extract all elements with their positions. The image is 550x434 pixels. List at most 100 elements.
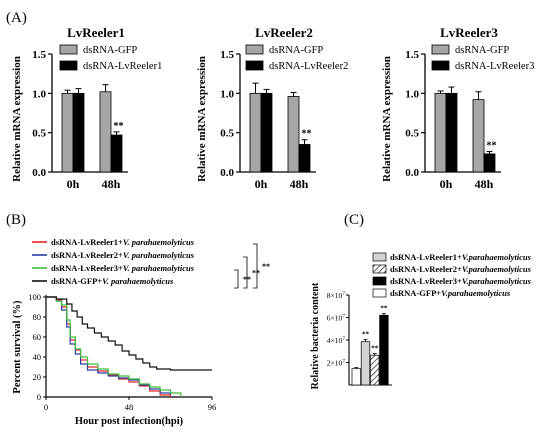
legend-label: dsRNA-GFP — [455, 45, 509, 56]
x-tick-label: 48h — [475, 177, 494, 191]
bar — [298, 144, 311, 173]
y-tick-label: 1.5 — [32, 49, 46, 61]
legend-swatch — [245, 60, 264, 71]
significance-mark: ** — [380, 305, 388, 313]
bar — [360, 341, 371, 386]
survival-line — [46, 296, 182, 397]
chart-title: LvReeler2 — [255, 25, 313, 40]
bar — [249, 92, 262, 173]
y-tick-label: 0.0 — [405, 167, 419, 179]
y-tick-label: 6×107 — [327, 314, 345, 323]
y-tick-label: 1.0 — [220, 88, 234, 100]
chart-title: LvReeler3 — [440, 25, 498, 40]
bar — [370, 354, 380, 386]
bar — [472, 99, 485, 173]
significance-bracket — [234, 269, 239, 289]
legend-label: dsRNA-LvReeler1 — [83, 61, 162, 72]
legend-label: dsRNA-GFP — [269, 45, 323, 56]
x-tick-label: 48h — [290, 177, 309, 191]
y-tick-label: 1.0 — [32, 88, 46, 100]
significance-bracket — [253, 243, 258, 289]
significance-mark: ** — [114, 121, 124, 132]
legend-swatch — [59, 44, 78, 55]
legend-swatch — [372, 264, 387, 274]
legend-label: dsRNA-LvReeler3+V.parahaemolyticus — [390, 276, 532, 286]
chart-a1: LvReeler1 0.0 0.5 1.0 1.5 Relative mRNA expre… — [11, 25, 162, 191]
significance-mark: ** — [362, 330, 370, 338]
bar — [110, 134, 123, 173]
panel-label-c: (C) — [344, 212, 364, 228]
legend-swatch — [245, 44, 264, 55]
bar — [483, 153, 496, 173]
legend-swatch — [431, 44, 450, 55]
chart-a3: LvReeler3 0.0 0.5 1.0 1.5 Relative mRNA expre… — [381, 25, 534, 191]
y-axis-label: Relative mRNA expression — [381, 56, 393, 182]
y-tick-label: 100 — [28, 292, 41, 302]
y-tick-label: 0.0 — [220, 167, 234, 179]
panel-label-a: (A) — [6, 10, 27, 26]
x-tick-label: 0h — [67, 177, 80, 191]
survival-line — [46, 296, 212, 371]
bar — [99, 91, 112, 173]
x-tick-label: 0h — [440, 177, 453, 191]
significance-mark: ** — [302, 129, 312, 140]
y-tick-label: 40 — [33, 352, 42, 362]
chart-c: 2×107 4×107 6×107 8×107 Relative bacteria co… — [310, 252, 532, 389]
y-tick-label: 0.0 — [32, 167, 46, 179]
chart-a2: LvReeler2 0.0 0.5 1.0 1.5 Relative mRNA expre… — [196, 25, 348, 191]
y-tick-label: 0.5 — [220, 128, 234, 140]
legend-label: dsRNA-LvReeler2 — [269, 61, 348, 72]
legend-swatch — [372, 252, 387, 262]
legend-label: dsRNA-LvReeler3+V. parahaemolyticus — [51, 263, 195, 273]
y-axis-label: Relative mRNA expression — [196, 56, 208, 182]
y-tick-label: 8×107 — [327, 291, 345, 300]
legend-swatch — [431, 60, 450, 71]
bar — [260, 92, 273, 173]
significance-mark: ** — [252, 269, 260, 278]
y-axis-label: Percent survival (%) — [12, 300, 23, 394]
y-tick-label: 0.5 — [32, 128, 46, 140]
bar — [445, 92, 458, 173]
legend-label: dsRNA-LvReeler2+V.parahaemolyticus — [390, 264, 532, 274]
survival-line — [46, 296, 172, 397]
legend-label: dsRNA-GFP+V. parahaemolyticus — [51, 276, 174, 286]
bar — [434, 92, 447, 173]
legend-label: dsRNA-LvReeler3 — [455, 61, 534, 72]
y-tick-label: 20 — [33, 372, 42, 382]
legend-label: dsRNA-GFP+V.parahaemolyticus — [390, 288, 511, 298]
x-tick-label: 48h — [102, 177, 121, 191]
y-tick-label: 0 — [37, 392, 41, 402]
survival-line — [46, 296, 172, 395]
legend-label: dsRNA-GFP — [83, 45, 137, 56]
bar — [351, 368, 361, 386]
bar — [287, 96, 300, 173]
y-axis-label: Relative mRNA expression — [11, 56, 23, 182]
significance-mark: ** — [371, 345, 379, 353]
bar — [61, 92, 74, 173]
legend-label: dsRNA-LvReeler2+V. parahaemolyticus — [51, 250, 195, 260]
significance-bracket — [243, 256, 248, 289]
legend-swatch — [372, 288, 387, 298]
x-tick-label: 0h — [255, 177, 268, 191]
legend-swatch — [372, 276, 387, 286]
y-tick-label: 1.5 — [220, 49, 234, 61]
x-tick-label: 48 — [125, 402, 134, 412]
y-tick-label: 0.5 — [405, 128, 419, 140]
legend-swatch — [59, 60, 78, 71]
chart-title: LvReeler1 — [67, 25, 125, 40]
bar — [72, 92, 85, 173]
panel-label-b: (B) — [6, 212, 26, 228]
significance-mark: ** — [262, 262, 270, 271]
y-tick-label: 4×107 — [327, 336, 345, 345]
y-tick-label: 1.0 — [405, 88, 419, 100]
y-tick-label: 60 — [33, 332, 42, 342]
y-tick-label: 2×107 — [327, 359, 345, 368]
x-tick-label: 0 — [44, 402, 48, 412]
bar — [379, 314, 389, 386]
legend-label: dsRNA-LvReeler1+V. parahaemolyticus — [51, 237, 195, 247]
y-axis-label: Relative bacteria content — [310, 282, 321, 389]
y-tick-label: 1.5 — [405, 49, 419, 61]
significance-mark: ** — [487, 141, 497, 152]
x-axis-label: Hour post infection(hpi) — [75, 416, 184, 427]
